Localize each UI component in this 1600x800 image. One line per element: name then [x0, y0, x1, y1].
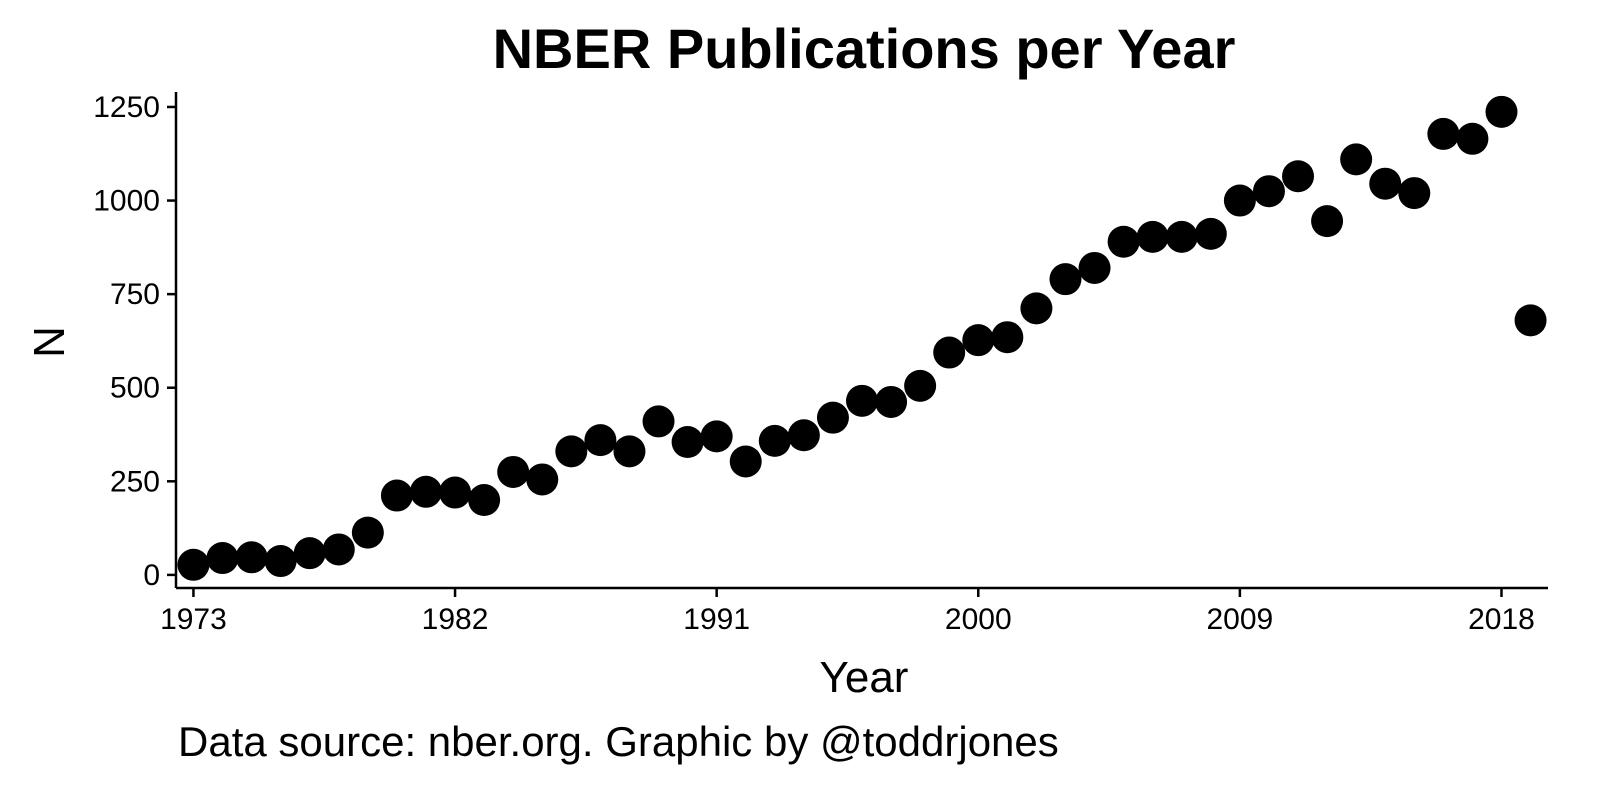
data-point — [1165, 220, 1198, 253]
y-tick-label: 1250 — [93, 91, 160, 124]
data-point — [351, 516, 384, 549]
data-point — [1049, 263, 1082, 296]
data-point — [177, 548, 210, 581]
data-point — [526, 463, 559, 496]
data-point — [1107, 225, 1140, 258]
y-axis: 0 250 500 750 1000 1250 — [93, 91, 178, 592]
y-axis-title: N — [25, 326, 74, 358]
y-tick-label: 500 — [110, 372, 160, 405]
data-point — [206, 542, 239, 575]
chart-caption: Data source: nber.org. Graphic by @toddr… — [178, 718, 1059, 765]
data-point — [758, 424, 791, 457]
data-point — [380, 479, 413, 512]
data-point — [787, 419, 820, 452]
x-tick-label: 2018 — [1468, 603, 1535, 636]
data-point — [1398, 177, 1431, 210]
points-layer — [177, 95, 1547, 581]
x-tick-label: 1991 — [683, 603, 750, 636]
data-point — [1252, 175, 1285, 208]
x-tick-label: 2009 — [1207, 603, 1274, 636]
data-point — [264, 545, 297, 578]
data-point — [293, 537, 326, 570]
data-point — [497, 455, 530, 488]
data-point — [1456, 122, 1489, 155]
chart-title: NBER Publications per Year — [493, 17, 1236, 80]
x-tick-label: 2000 — [945, 603, 1012, 636]
data-point — [904, 369, 937, 402]
data-point — [555, 435, 588, 468]
data-point — [700, 420, 733, 453]
data-point — [235, 541, 268, 574]
data-point — [1485, 95, 1518, 128]
data-point — [468, 484, 501, 517]
data-point — [1427, 117, 1460, 150]
data-point — [1311, 205, 1344, 238]
data-point — [1340, 143, 1373, 176]
data-point — [1369, 167, 1402, 200]
data-point — [642, 405, 675, 438]
y-tick-label: 250 — [110, 465, 160, 498]
data-point — [1282, 160, 1315, 193]
x-axis: 1973 1982 1991 2000 2009 2018 — [160, 586, 1548, 636]
data-point — [322, 533, 355, 566]
data-point — [962, 324, 995, 357]
data-point — [671, 426, 704, 459]
data-point — [613, 435, 646, 468]
data-point — [933, 336, 966, 369]
data-point — [1514, 304, 1547, 337]
data-point — [846, 384, 878, 417]
data-point — [439, 476, 472, 509]
y-tick-label: 750 — [110, 278, 160, 311]
data-point — [816, 401, 849, 434]
y-tick-label: 0 — [143, 559, 160, 592]
data-point — [1136, 220, 1169, 253]
y-tick-label: 1000 — [93, 185, 160, 218]
x-axis-title: Year — [820, 653, 909, 702]
data-point — [875, 385, 908, 418]
data-point — [1078, 251, 1111, 284]
data-point — [1020, 292, 1053, 325]
x-tick-label: 1973 — [160, 603, 227, 636]
data-point — [1223, 184, 1256, 217]
data-point — [991, 321, 1024, 354]
data-point — [584, 424, 617, 457]
data-point — [409, 475, 442, 508]
data-point — [729, 445, 762, 478]
x-tick-label: 1982 — [422, 603, 489, 636]
data-point — [1194, 217, 1227, 250]
